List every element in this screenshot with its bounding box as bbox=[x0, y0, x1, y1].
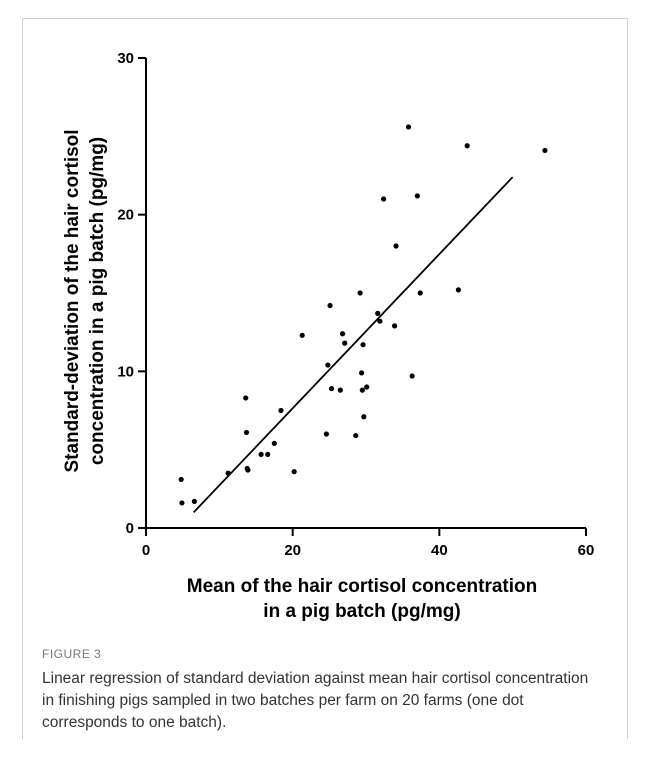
data-point bbox=[225, 470, 231, 476]
x-tick-label: 40 bbox=[431, 542, 448, 559]
data-point bbox=[179, 500, 185, 506]
data-point bbox=[393, 243, 399, 249]
data-point bbox=[360, 342, 366, 348]
data-point bbox=[291, 469, 297, 475]
x-tick-label: 60 bbox=[578, 542, 595, 559]
x-axis-label-line: in a pig batch (pg/mg) bbox=[263, 601, 460, 622]
y-axis-label: Standard-deviation of the hair cortisol c… bbox=[62, 129, 108, 472]
y-tick-label: 10 bbox=[117, 363, 134, 380]
data-point bbox=[409, 373, 415, 379]
y-tick-label: 30 bbox=[117, 50, 134, 67]
data-point bbox=[327, 302, 333, 309]
data-point bbox=[178, 476, 184, 483]
x-tick-label: 20 bbox=[284, 542, 301, 559]
data-point bbox=[339, 331, 346, 337]
data-point bbox=[359, 370, 365, 376]
y-tick-label: 0 bbox=[126, 520, 134, 537]
data-point bbox=[328, 385, 335, 392]
data-point bbox=[357, 290, 363, 296]
data-point bbox=[364, 384, 370, 390]
data-point bbox=[377, 318, 383, 324]
data-point bbox=[417, 290, 423, 296]
data-point bbox=[243, 429, 250, 436]
axis-ticks: 0 20 40 60 0 10 20 30 bbox=[117, 50, 594, 559]
data-point bbox=[265, 451, 271, 457]
data-point bbox=[271, 440, 277, 446]
data-point bbox=[342, 340, 348, 346]
data-point bbox=[392, 323, 398, 329]
y-axis-label-line: Standard-deviation of the hair cortisol bbox=[62, 129, 83, 472]
data-point bbox=[375, 310, 381, 316]
figure-caption: Linear regression of standard deviation … bbox=[42, 670, 589, 731]
figure-frame bbox=[22, 18, 628, 739]
data-point bbox=[353, 432, 359, 439]
data-point bbox=[464, 143, 470, 149]
x-axis-label: Mean of the hair cortisol concentration i… bbox=[187, 576, 538, 622]
figure-label: FIGURE 3 bbox=[42, 647, 102, 661]
y-tick-label: 20 bbox=[117, 207, 134, 224]
data-point bbox=[337, 387, 343, 393]
data-point bbox=[245, 467, 251, 473]
data-points bbox=[178, 124, 548, 506]
regression-line bbox=[193, 176, 514, 513]
data-point bbox=[278, 407, 284, 414]
data-point bbox=[191, 498, 197, 504]
data-point bbox=[359, 387, 365, 393]
scatter-chart: Standard-deviation of the hair cortisol c… bbox=[62, 50, 594, 622]
data-point bbox=[299, 332, 305, 338]
data-point bbox=[542, 147, 548, 154]
data-point bbox=[361, 414, 367, 420]
data-point bbox=[243, 395, 249, 401]
data-point bbox=[258, 451, 264, 457]
x-tick-label: 0 bbox=[142, 542, 150, 559]
axes bbox=[145, 58, 586, 529]
data-point bbox=[381, 196, 387, 202]
data-point bbox=[455, 287, 461, 293]
regression-line-group bbox=[193, 176, 514, 513]
y-axis-label-line: concentration in a pig batch (pg/mg) bbox=[87, 137, 108, 465]
data-point bbox=[405, 124, 412, 130]
x-axis-label-line: Mean of the hair cortisol concentration bbox=[187, 576, 538, 597]
data-point bbox=[414, 193, 420, 199]
data-point bbox=[323, 431, 329, 437]
data-point bbox=[325, 362, 331, 368]
